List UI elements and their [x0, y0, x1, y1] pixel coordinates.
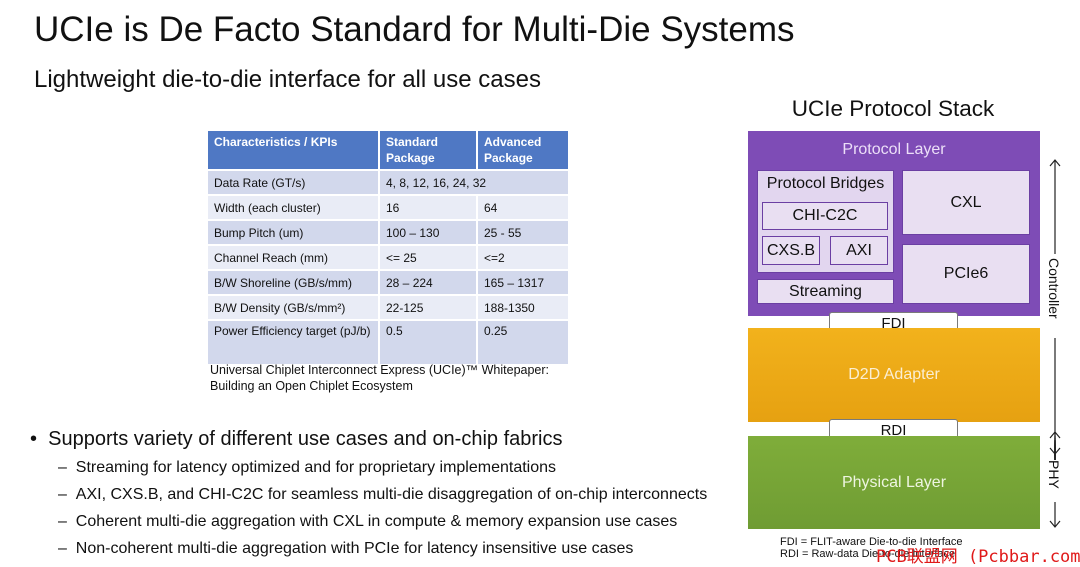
- table-header-row: Characteristics / KPIs Standard Package A…: [208, 131, 568, 170]
- arrow-up-icon: [1049, 159, 1061, 167]
- stack-footnote: FDI = FLIT-aware Die-to-die Interface RD…: [780, 536, 962, 560]
- sub-bullet: – Streaming for latency optimized and fo…: [58, 459, 556, 477]
- table-cell: 0.5: [379, 319, 478, 364]
- footnote-rdi: RDI = Raw-data Die-to-die Interface: [780, 548, 956, 560]
- phy-arrows: [1049, 431, 1061, 528]
- dash-icon: –: [58, 513, 67, 530]
- sub-bullet-text: Coherent multi-die aggregation with CXL …: [75, 513, 678, 530]
- table-cell: 100 – 130: [379, 219, 478, 245]
- sub-bullet-text: Streaming for latency optimized and for …: [75, 459, 557, 476]
- slide-subtitle: Lightweight die-to-die interface for all…: [34, 66, 541, 93]
- axi-block: AXI: [830, 236, 888, 265]
- table-row: Channel Reach (mm) <= 25 <=2: [208, 244, 568, 270]
- streaming-block: Streaming: [757, 279, 894, 304]
- sub-bullet-text: Non-coherent multi-die aggregation with …: [75, 540, 634, 557]
- table-cell: Channel Reach (mm): [208, 244, 380, 270]
- sub-bullet: – Non-coherent multi-die aggregation wit…: [58, 540, 633, 558]
- caption-line: Universal Chiplet Interconnect Express (…: [210, 363, 550, 377]
- table-cell: <=2: [477, 244, 568, 270]
- sub-bullet: – AXI, CXS.B, and CHI-C2C for seamless m…: [58, 486, 707, 504]
- physical-layer-block: [748, 436, 1040, 529]
- physical-layer-label: Physical Layer: [841, 474, 947, 491]
- table-row: B/W Shoreline (GB/s/mm) 28 – 224 165 – 1…: [208, 269, 568, 295]
- arrow-down-icon: [1049, 520, 1061, 528]
- table-row: Bump Pitch (um) 100 – 130 25 - 55: [208, 219, 568, 245]
- bullet-dot-icon: •: [30, 428, 38, 450]
- d2d-adapter-label: D2D Adapter: [848, 366, 940, 383]
- table-row: B/W Density (GB/s/mm²) 22-125 188-1350: [208, 294, 568, 320]
- table-cell: <= 25: [379, 244, 478, 270]
- watermark-text: PCB联盟网 (Pcbbar.com): [876, 547, 1080, 567]
- footnote-fdi: FDI = FLIT-aware Die-to-die Interface: [780, 536, 963, 548]
- slide-title: UCIe is De Facto Standard for Multi-Die …: [34, 10, 795, 49]
- bullet-text: Supports variety of different use cases …: [48, 428, 563, 450]
- protocol-layer-label: Protocol Layer: [842, 141, 946, 158]
- table-cell: 16: [379, 194, 478, 220]
- header-text: Characteristics / KPIs: [214, 135, 338, 149]
- stack-title: UCIe Protocol Stack: [791, 96, 995, 121]
- chi-c2c-block: CHI-C2C: [762, 202, 888, 230]
- sub-bullet-text: AXI, CXS.B, and CHI-C2C for seamless mul…: [75, 486, 708, 503]
- header-characteristics: Characteristics / KPIs: [208, 131, 380, 170]
- table-cell: Data Rate (GT/s): [208, 169, 380, 195]
- protocol-bridges-label: Protocol Bridges: [766, 175, 885, 192]
- table-caption: Universal Chiplet Interconnect Express (…: [210, 362, 590, 394]
- table-row: Width (each cluster) 16 64: [208, 194, 568, 220]
- cxl-block: CXL: [902, 170, 1030, 235]
- table-cell: 22-125: [379, 294, 478, 320]
- table-row: Data Rate (GT/s) 4, 8, 12, 16, 24, 32: [208, 169, 568, 195]
- dash-icon: –: [58, 486, 67, 503]
- table-cell: Bump Pitch (um): [208, 219, 380, 245]
- header-text: Package: [386, 151, 435, 165]
- header-standard-package: Standard Package: [379, 131, 478, 170]
- header-text: Standard: [386, 135, 439, 149]
- table-row: Power Efficiency target (pJ/b) 0.5 0.25: [208, 319, 568, 364]
- controller-label: Controller: [1046, 258, 1062, 319]
- table-cell: 28 – 224: [379, 269, 478, 295]
- table-cell: 0.25: [477, 319, 568, 364]
- table-cell: 188-1350: [477, 294, 568, 320]
- table-cell: 165 – 1317: [477, 269, 568, 295]
- table-cell: B/W Shoreline (GB/s/mm): [208, 269, 380, 295]
- header-text: Package: [484, 151, 533, 165]
- table-cell: 4, 8, 12, 16, 24, 32: [379, 169, 568, 195]
- table-cell: B/W Density (GB/s/mm²): [208, 294, 380, 320]
- caption-line: Building an Open Chiplet Ecosystem: [210, 379, 413, 393]
- table-cell: 64: [477, 194, 568, 220]
- cxs-b-block: CXS.B: [762, 236, 820, 265]
- d2d-adapter-block: [748, 328, 1040, 422]
- bullet-main: • Supports variety of different use case…: [30, 428, 563, 451]
- kpi-table: Characteristics / KPIs Standard Package A…: [208, 131, 568, 364]
- table-cell: Width (each cluster): [208, 194, 380, 220]
- header-advanced-package: Advanced Package: [477, 131, 568, 170]
- phy-label: PHY: [1046, 460, 1062, 489]
- table-cell: 25 - 55: [477, 219, 568, 245]
- table-cell: Power Efficiency target (pJ/b): [208, 319, 380, 364]
- header-text: Advanced: [484, 135, 542, 149]
- dash-icon: –: [58, 540, 67, 557]
- arrow-up-icon: [1049, 431, 1061, 439]
- pcie6-block: PCIe6: [902, 244, 1030, 304]
- sub-bullet: – Coherent multi-die aggregation with CX…: [58, 513, 677, 531]
- dash-icon: –: [58, 459, 67, 476]
